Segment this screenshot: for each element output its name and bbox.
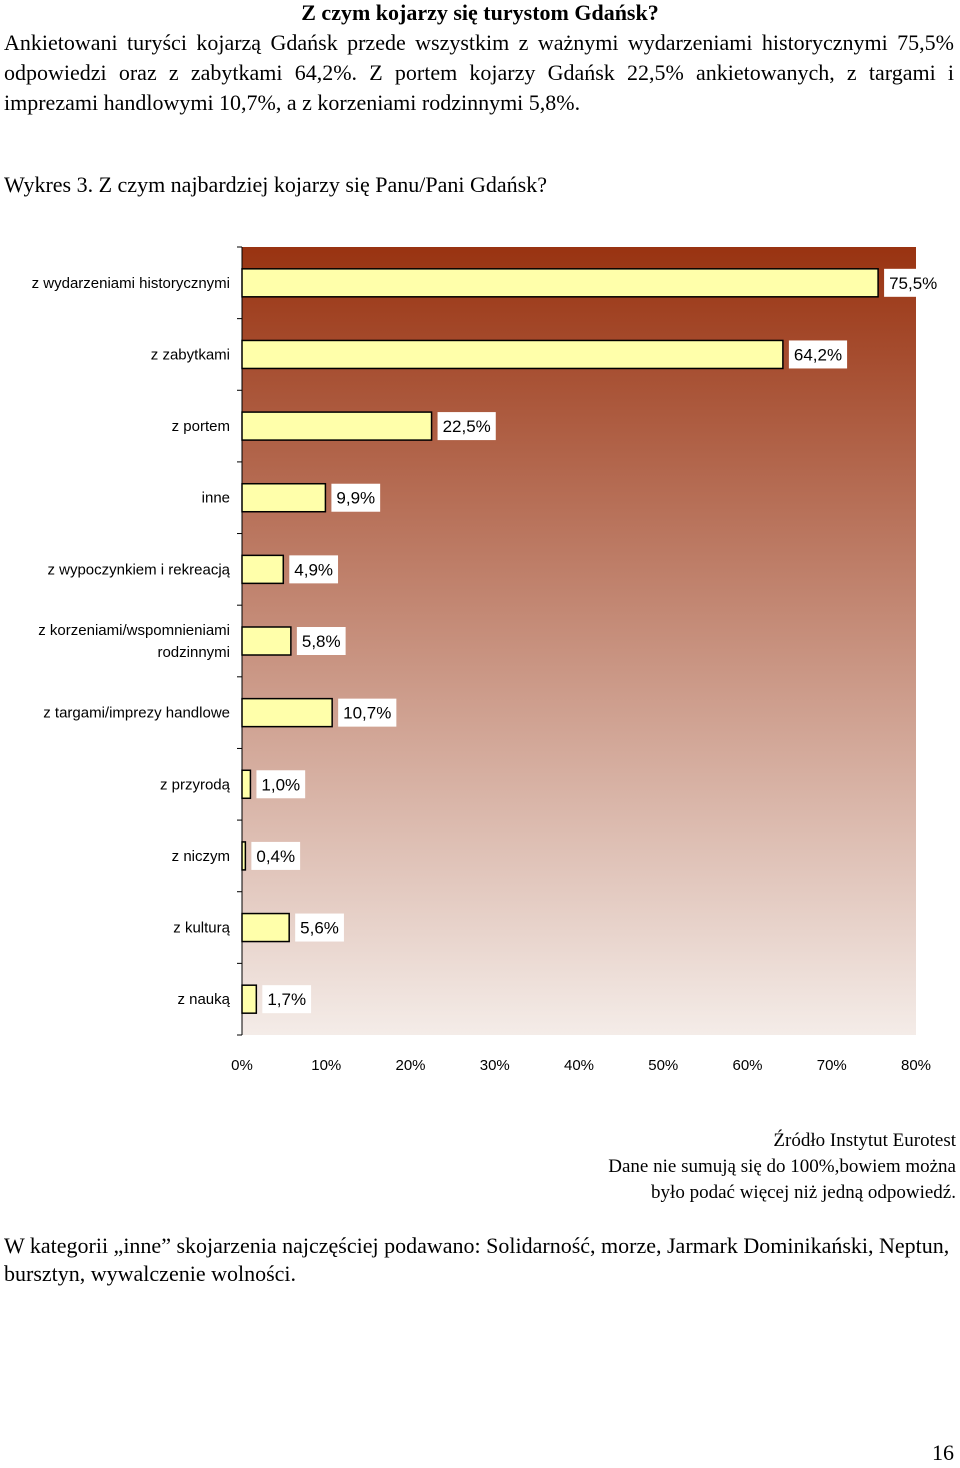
source-note-line: było podać więcej niż jedną odpowiedź.	[651, 1182, 956, 1203]
value-label: 10,7%	[343, 704, 391, 723]
category-label: z niczym	[172, 848, 230, 865]
section-heading: Z czym kojarzy się turystom Gdańsk?	[301, 0, 659, 25]
value-label-background	[289, 555, 339, 584]
bar	[241, 482, 327, 513]
value-label-background	[262, 985, 312, 1014]
bar-group: z wypoczynkiem i rekreacją 4,9%	[47, 554, 339, 585]
bar	[241, 626, 292, 656]
category-label: inne	[202, 490, 230, 507]
value-label: 64,2%	[794, 345, 842, 364]
value-label: 0,4%	[256, 847, 295, 866]
category-label: z targami/imprezy handlowe	[43, 705, 230, 722]
x-tick-label: 30%	[480, 1057, 510, 1074]
x-tick-label: 0%	[231, 1057, 253, 1074]
bar	[241, 984, 258, 1014]
category-label: z portem	[172, 418, 230, 435]
value-label-background	[256, 770, 306, 799]
bar	[241, 554, 285, 585]
x-tick-label: 60%	[732, 1057, 762, 1074]
value-label: 9,9%	[336, 489, 375, 508]
category-label: z wypoczynkiem i rekreacją	[47, 561, 230, 578]
bar	[241, 912, 290, 943]
category-label: z zabytkami	[151, 346, 230, 363]
bar	[241, 339, 784, 370]
bar-group: z korzeniami/wspomnieniami rodzinnymi 5,8%	[38, 622, 346, 661]
bar-group: z nauką 1,7%	[177, 984, 312, 1014]
source-note-line: Dane nie sumują się do 100%,bowiem można	[608, 1156, 956, 1177]
bar-group: z niczym 0,4%	[172, 841, 301, 871]
x-tick-label: 70%	[817, 1057, 847, 1074]
value-label: 5,8%	[302, 632, 341, 651]
value-label: 75,5%	[889, 274, 937, 293]
bar-group: z przyrodą 1,0%	[160, 769, 306, 800]
source-line: Źródło Instytut Eurotest	[773, 1130, 956, 1151]
category-label: z kulturą	[173, 920, 230, 937]
category-label-line: rodzinnymi	[157, 644, 230, 661]
bar	[241, 769, 252, 800]
value-label: 22,5%	[443, 417, 491, 436]
value-label-background	[251, 841, 301, 870]
x-tick-label: 10%	[311, 1057, 341, 1074]
value-label: 4,9%	[294, 560, 333, 579]
value-label-background	[788, 340, 848, 369]
category-label: z wydarzeniami historycznymi	[32, 275, 230, 292]
bar-group: z targami/imprezy handlowe 10,7%	[43, 697, 397, 728]
value-label-background	[296, 627, 346, 655]
value-label: 5,6%	[300, 919, 339, 938]
category-label: z przyrodą	[160, 776, 231, 793]
bar	[241, 268, 879, 298]
category-label-line: z korzeniami/wspomnieniami	[38, 622, 230, 639]
category-label: z nauką	[177, 991, 230, 1008]
x-tick-label: 20%	[395, 1057, 425, 1074]
plot-area	[242, 247, 916, 1035]
bar-group: z portem 22,5%	[172, 411, 496, 441]
value-label-background	[331, 483, 381, 512]
bar	[241, 841, 247, 871]
bar-group: inne 9,9%	[202, 482, 381, 513]
value-label-background	[884, 268, 943, 297]
chart-caption: Wykres 3. Z czym najbardziej kojarzy się…	[4, 172, 548, 197]
bar-group: z wydarzeniami historycznymi 75,5%	[32, 268, 943, 298]
bar-group: z kulturą 5,6%	[173, 912, 344, 943]
page-number: 16	[932, 1440, 954, 1465]
bar-group: z zabytkami 64,2%	[151, 339, 848, 370]
value-label: 1,7%	[267, 990, 306, 1009]
value-label: 1,0%	[261, 775, 300, 794]
bar	[241, 697, 333, 728]
intro-paragraph: Ankietowani turyści kojarzą Gdańsk przed…	[4, 30, 954, 115]
x-tick-label: 40%	[564, 1057, 594, 1074]
value-label-background	[437, 412, 496, 441]
value-label-background	[295, 913, 344, 942]
footer-paragraph: W kategorii „inne” skojarzenia najczęści…	[4, 1233, 950, 1286]
category-label: z korzeniami/wspomnieniami rodzinnymi	[38, 622, 230, 661]
value-label-background	[338, 698, 397, 727]
x-tick-label: 50%	[648, 1057, 678, 1074]
bar	[241, 411, 433, 441]
bar-chart: z wydarzeniami historycznymi 75,5% z zabyt…	[32, 246, 943, 1074]
source-note: Źródło Instytut Eurotest Dane nie sumują…	[608, 1128, 956, 1206]
x-tick-label: 80%	[901, 1057, 931, 1074]
